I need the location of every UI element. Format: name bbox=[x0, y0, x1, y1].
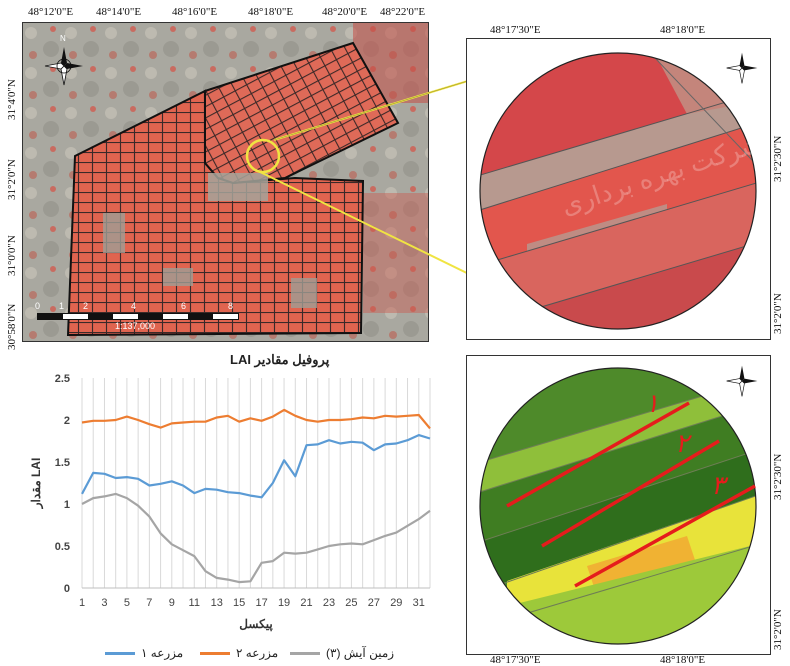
main-lon-tick: 48°18'0"E bbox=[248, 6, 294, 18]
legend-swatch-series-1 bbox=[105, 651, 135, 655]
zoom-top-lon-tick: 48°17'30"E bbox=[490, 24, 541, 36]
zoom-top-image bbox=[479, 52, 757, 330]
x-tick-label: 25 bbox=[345, 597, 357, 609]
legend-item-series-3: زمین آیش (۳) bbox=[290, 646, 394, 660]
field-label-1: ۱ bbox=[645, 388, 659, 418]
main-north-label: N bbox=[60, 34, 66, 43]
legend-swatch-series-3 bbox=[290, 651, 320, 655]
field-label-2: ۲ bbox=[675, 428, 689, 458]
legend-swatch-series-2 bbox=[200, 651, 230, 655]
x-tick-label: 21 bbox=[300, 597, 312, 609]
series-line-3 bbox=[81, 492, 431, 584]
legend-label-series-3: زمین آیش (۳) bbox=[326, 646, 395, 660]
zoom-bottom-lat-tick: 31°2'30"N bbox=[772, 453, 784, 500]
main-lon-tick: 48°16'0"E bbox=[172, 6, 218, 18]
y-tick-label: 2 bbox=[64, 415, 70, 427]
legend-item-series-2: مزرعه ۲ bbox=[200, 646, 278, 660]
zoom-top-lat-tick: 31°2'0"N bbox=[772, 293, 784, 334]
zoom-bottom-lat-tick: 31°2'0"N bbox=[772, 609, 784, 650]
transect-line-3 bbox=[574, 484, 756, 588]
x-tick-label: 29 bbox=[390, 597, 402, 609]
scale-label-2: 2 bbox=[83, 301, 89, 311]
x-tick-label: 15 bbox=[233, 597, 245, 609]
x-tick-label: 11 bbox=[189, 597, 200, 609]
zoom-bottom-panel: ۱ ۲ ۳ bbox=[466, 355, 771, 655]
zoom-top-lat-tick: 31°2'30"N bbox=[772, 135, 784, 182]
main-map-panel: N 0 1 2 4 6 8 1:137,000 bbox=[22, 22, 429, 342]
zoom-bottom-lon-tick: 48°17'30"E bbox=[490, 654, 541, 666]
y-tick-label: 2.5 bbox=[55, 373, 70, 385]
y-tick-label: 1 bbox=[64, 499, 70, 511]
scale-label-6: 6 bbox=[181, 301, 187, 311]
legend-label-series-1: مزرعه ۱ bbox=[141, 646, 184, 660]
transect-line-2 bbox=[541, 439, 720, 548]
zoom-top-lon-tick: 48°18'0"E bbox=[660, 24, 706, 36]
x-tick-label: 17 bbox=[255, 597, 267, 609]
zoom-bottom-north-arrow-icon bbox=[725, 364, 759, 403]
y-axis-title: مقدار LAI bbox=[29, 458, 44, 510]
main-lon-tick: 48°22'0"E bbox=[380, 6, 426, 18]
main-lon-tick: 48°14'0"E bbox=[96, 6, 142, 18]
x-tick-label: 3 bbox=[101, 597, 107, 609]
x-tick-label: 13 bbox=[211, 597, 223, 609]
main-lon-tick: 48°20'0"E bbox=[322, 6, 368, 18]
x-axis-title: پیکسل bbox=[239, 617, 273, 631]
zoom-bottom-lon-tick: 48°18'0"E bbox=[660, 654, 706, 666]
legend-item-series-1: مزرعه ۱ bbox=[105, 646, 183, 660]
x-tick-label: 31 bbox=[413, 597, 425, 609]
y-tick-label: 0 bbox=[64, 583, 70, 595]
zoom-top-north-arrow-icon bbox=[725, 51, 759, 90]
zoom-top-panel: شرکت بهره برداری bbox=[466, 38, 771, 340]
x-tick-label: 5 bbox=[124, 597, 130, 609]
x-tick-label: 19 bbox=[278, 597, 290, 609]
x-tick-label: 23 bbox=[323, 597, 335, 609]
y-tick-label: 0.5 bbox=[55, 541, 70, 553]
x-tick-label: 7 bbox=[146, 597, 152, 609]
legend-label-series-2: مزرعه ۲ bbox=[236, 646, 279, 660]
scale-text: 1:137,000 bbox=[115, 321, 156, 331]
main-north-arrow-icon bbox=[43, 45, 85, 92]
x-tick-label: 1 bbox=[79, 597, 85, 609]
scale-label-4: 4 bbox=[131, 301, 137, 311]
scale-label-0: 0 bbox=[35, 301, 41, 311]
field-label-3: ۳ bbox=[711, 470, 725, 500]
lai-line-chart: 00.511.522.51 3 5 7 9 11 13 15 17 19 21 23 25 27 29 31پ… bbox=[29, 373, 431, 631]
scale-label-8: 8 bbox=[228, 301, 234, 311]
series-line-2 bbox=[81, 408, 431, 430]
x-tick-label: 27 bbox=[368, 597, 380, 609]
main-map-image bbox=[23, 23, 428, 341]
transect-line-1 bbox=[506, 401, 690, 508]
series-line-1 bbox=[81, 433, 431, 499]
chart-title: پروفیل مقادیر LAI bbox=[230, 352, 330, 367]
main-lon-tick: 48°12'0"E bbox=[28, 6, 74, 18]
scale-bar bbox=[37, 313, 239, 320]
x-tick-label: 9 bbox=[169, 597, 175, 609]
y-tick-label: 1.5 bbox=[55, 457, 70, 469]
scale-label-1: 1 bbox=[59, 301, 65, 311]
zoom-bottom-image bbox=[479, 367, 757, 645]
